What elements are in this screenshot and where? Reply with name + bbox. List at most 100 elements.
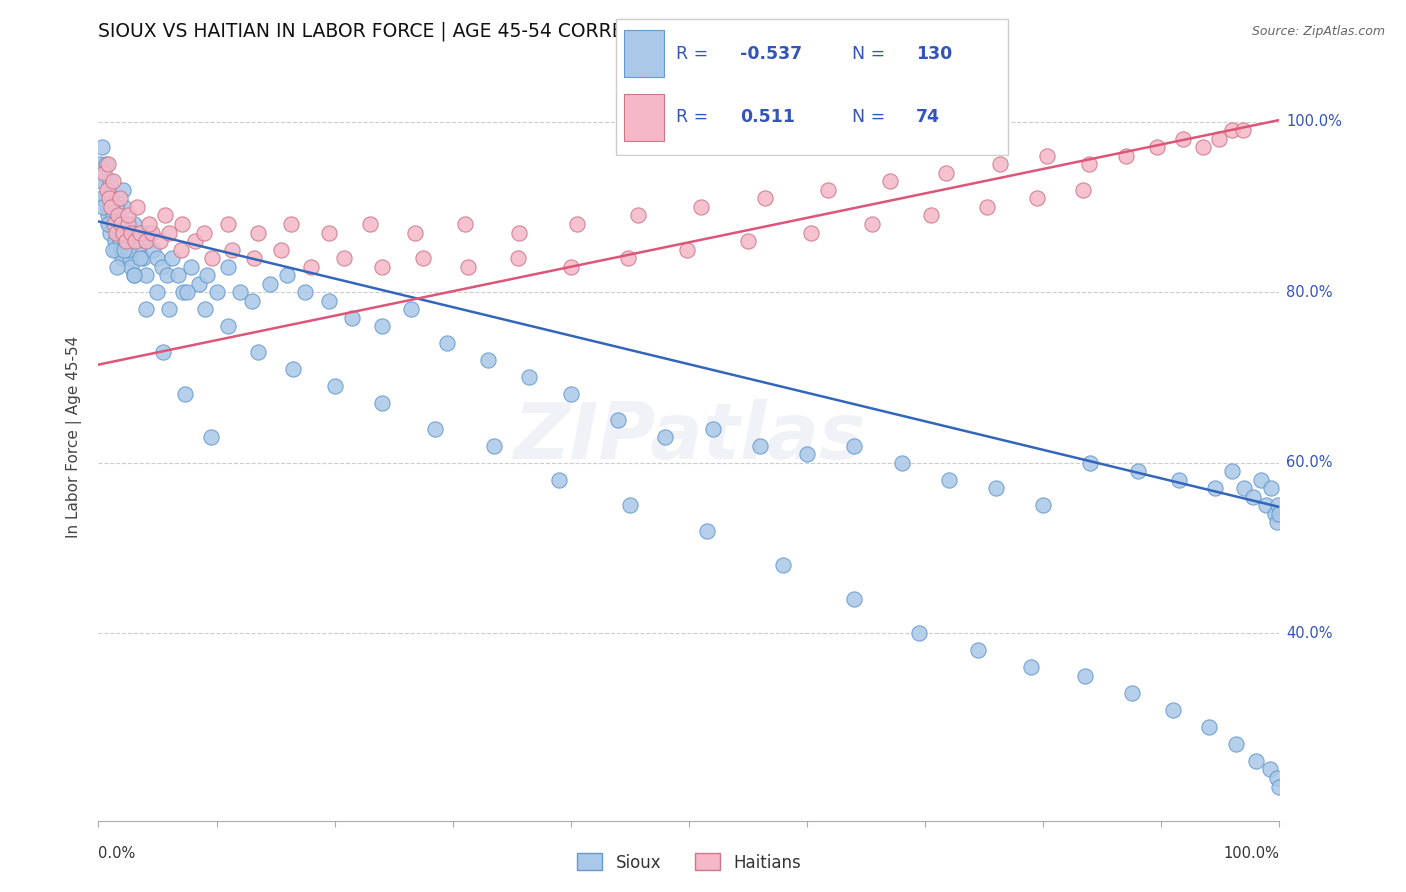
Point <box>243 251 266 265</box>
Point <box>146 285 169 300</box>
Point <box>299 260 322 274</box>
Point <box>112 243 135 257</box>
Text: R =: R = <box>676 109 713 127</box>
Point <box>333 251 356 265</box>
Point <box>616 251 638 265</box>
Point <box>124 234 146 248</box>
Point <box>121 226 143 240</box>
Point <box>152 344 174 359</box>
Point <box>1267 498 1289 512</box>
Point <box>246 344 269 359</box>
Point <box>1115 149 1137 163</box>
Point <box>176 285 198 300</box>
Text: -0.537: -0.537 <box>740 45 801 62</box>
Point <box>105 200 128 214</box>
Point <box>259 277 281 291</box>
Point <box>157 302 180 317</box>
Point <box>401 302 423 317</box>
Text: ZIPatlas: ZIPatlas <box>513 399 865 475</box>
Point <box>166 268 188 282</box>
Point <box>217 260 239 274</box>
Point <box>619 498 641 512</box>
Text: 60.0%: 60.0% <box>1286 455 1333 470</box>
Point <box>128 243 150 257</box>
Point <box>201 251 224 265</box>
Point <box>89 157 111 171</box>
Point <box>772 558 794 572</box>
Point <box>404 226 426 240</box>
Point <box>844 439 866 453</box>
Point <box>1243 490 1265 504</box>
Point <box>94 191 117 205</box>
Point <box>436 336 458 351</box>
Point <box>100 191 122 205</box>
Point <box>135 302 157 317</box>
Point <box>91 191 114 205</box>
Point <box>1191 140 1213 154</box>
Point <box>560 260 582 274</box>
Text: R =: R = <box>676 45 713 62</box>
Point <box>412 251 434 265</box>
Point <box>180 260 202 274</box>
Point <box>160 251 183 265</box>
Point <box>146 251 169 265</box>
Point <box>1198 720 1220 734</box>
Point <box>107 209 129 223</box>
Point <box>1265 516 1288 530</box>
Point <box>107 217 129 231</box>
Point <box>1036 149 1059 163</box>
Point <box>817 183 839 197</box>
Point <box>1073 183 1095 197</box>
Point <box>120 251 142 265</box>
Point <box>122 268 145 282</box>
Point <box>128 226 150 240</box>
Point <box>1233 481 1256 495</box>
Point <box>371 260 394 274</box>
Point <box>153 209 176 223</box>
Point <box>482 439 505 453</box>
Point <box>1121 686 1143 700</box>
Point <box>627 209 650 223</box>
Text: 100.0%: 100.0% <box>1286 114 1343 129</box>
Point <box>477 353 499 368</box>
Point <box>519 370 541 384</box>
Point <box>1171 132 1194 146</box>
Text: N =: N = <box>852 109 891 127</box>
Point <box>200 430 222 444</box>
Point <box>270 243 292 257</box>
Point <box>844 592 866 607</box>
Point <box>105 260 128 274</box>
Point <box>127 200 149 214</box>
Point <box>283 362 305 376</box>
Point <box>98 217 121 231</box>
Point <box>112 200 135 214</box>
Point <box>689 200 711 214</box>
Point <box>276 268 298 282</box>
Point <box>748 439 770 453</box>
Point <box>110 217 132 231</box>
Point <box>96 183 118 197</box>
Point <box>98 226 121 240</box>
Point <box>359 217 381 231</box>
Point <box>1146 140 1168 154</box>
Point <box>1208 132 1230 146</box>
Point <box>548 473 571 487</box>
Point <box>103 217 125 231</box>
Point <box>128 251 150 265</box>
Point <box>135 268 157 282</box>
Point <box>920 209 942 223</box>
Point <box>195 268 218 282</box>
Point <box>908 626 931 640</box>
Point <box>193 226 215 240</box>
Point <box>156 268 179 282</box>
Point <box>122 268 145 282</box>
Point <box>229 285 252 300</box>
Point <box>142 243 165 257</box>
Point <box>172 285 194 300</box>
Point <box>104 234 127 248</box>
Point <box>318 293 340 308</box>
Point <box>1268 507 1291 521</box>
Point <box>100 200 122 214</box>
Point <box>108 191 131 205</box>
Point <box>423 421 446 435</box>
